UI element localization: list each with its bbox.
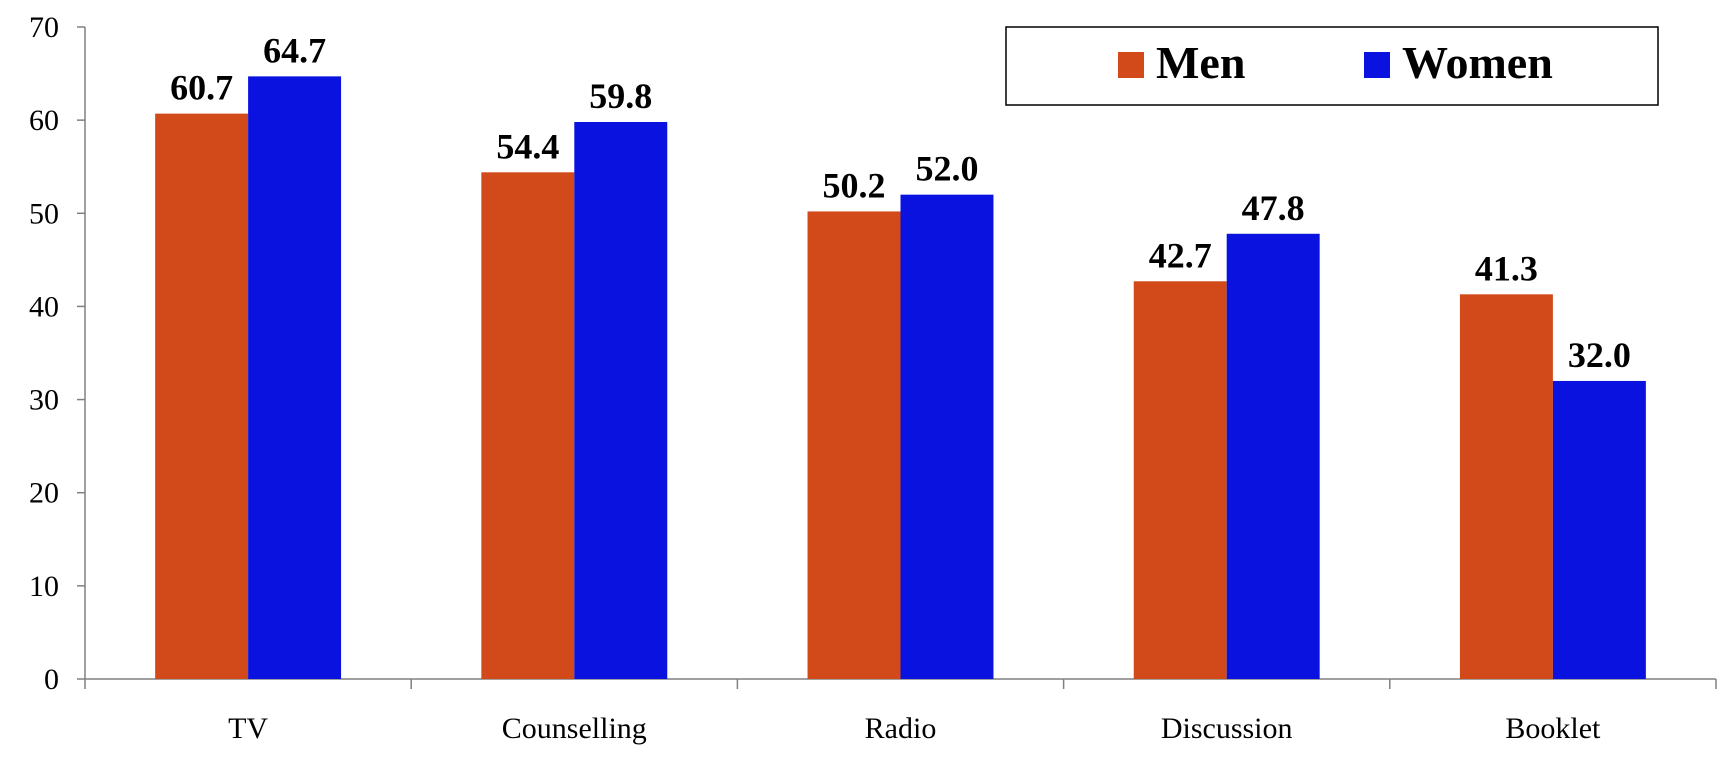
- x-category-label: Counselling: [502, 712, 647, 745]
- data-label-men: 60.7: [170, 68, 233, 108]
- bar-women: [1226, 233, 1320, 679]
- bar-women: [900, 194, 994, 679]
- data-label-men: 41.3: [1475, 248, 1538, 288]
- data-label-men: 50.2: [823, 165, 886, 205]
- x-axis: TV Counselling Radio Discussion Booklet: [84, 678, 1717, 745]
- legend-label-women: Women: [1402, 37, 1553, 88]
- data-label-women: 32.0: [1568, 335, 1631, 375]
- x-category-label: Booklet: [1505, 712, 1601, 745]
- data-label-women: 52.0: [915, 149, 978, 189]
- y-tick-label: 30: [29, 384, 59, 417]
- legend-swatch-men: [1118, 52, 1144, 78]
- data-label-men: 42.7: [1149, 235, 1212, 275]
- data-label-women: 59.8: [589, 76, 652, 116]
- data-label-men: 54.4: [496, 126, 559, 166]
- legend: Men Women: [1005, 26, 1659, 106]
- legend-swatch-women: [1364, 52, 1390, 78]
- x-category-label: Discussion: [1161, 712, 1293, 745]
- bar-men: [155, 113, 249, 679]
- x-category-label: TV: [228, 712, 268, 745]
- y-axis: 0 10 20 30 40 50 60 70: [29, 11, 86, 696]
- legend-label-men: Men: [1156, 37, 1245, 88]
- y-tick-label: 50: [29, 197, 59, 230]
- y-tick-label: 10: [29, 570, 59, 603]
- data-label-women: 47.8: [1242, 188, 1305, 228]
- y-tick-label: 0: [44, 663, 59, 696]
- bar-men: [1133, 281, 1227, 679]
- bar-women: [574, 122, 668, 679]
- bar-men: [1459, 294, 1553, 679]
- y-tick-label: 40: [29, 290, 59, 323]
- data-label-women: 64.7: [263, 30, 326, 70]
- data-labels: 60.7 54.4 50.2 42.7 41.3 64.7 59.8 52.0 47.8 32.0: [170, 30, 1631, 375]
- y-tick-label: 60: [29, 104, 59, 137]
- bar-women: [248, 76, 342, 679]
- y-tick-label: 70: [29, 11, 59, 44]
- x-category-label: Radio: [865, 712, 937, 745]
- bar-men: [481, 172, 575, 679]
- legend-box: [1005, 26, 1659, 106]
- bar-women: [1552, 380, 1646, 679]
- bars: [155, 76, 1646, 679]
- bar-men: [807, 211, 901, 679]
- y-tick-label: 20: [29, 477, 59, 510]
